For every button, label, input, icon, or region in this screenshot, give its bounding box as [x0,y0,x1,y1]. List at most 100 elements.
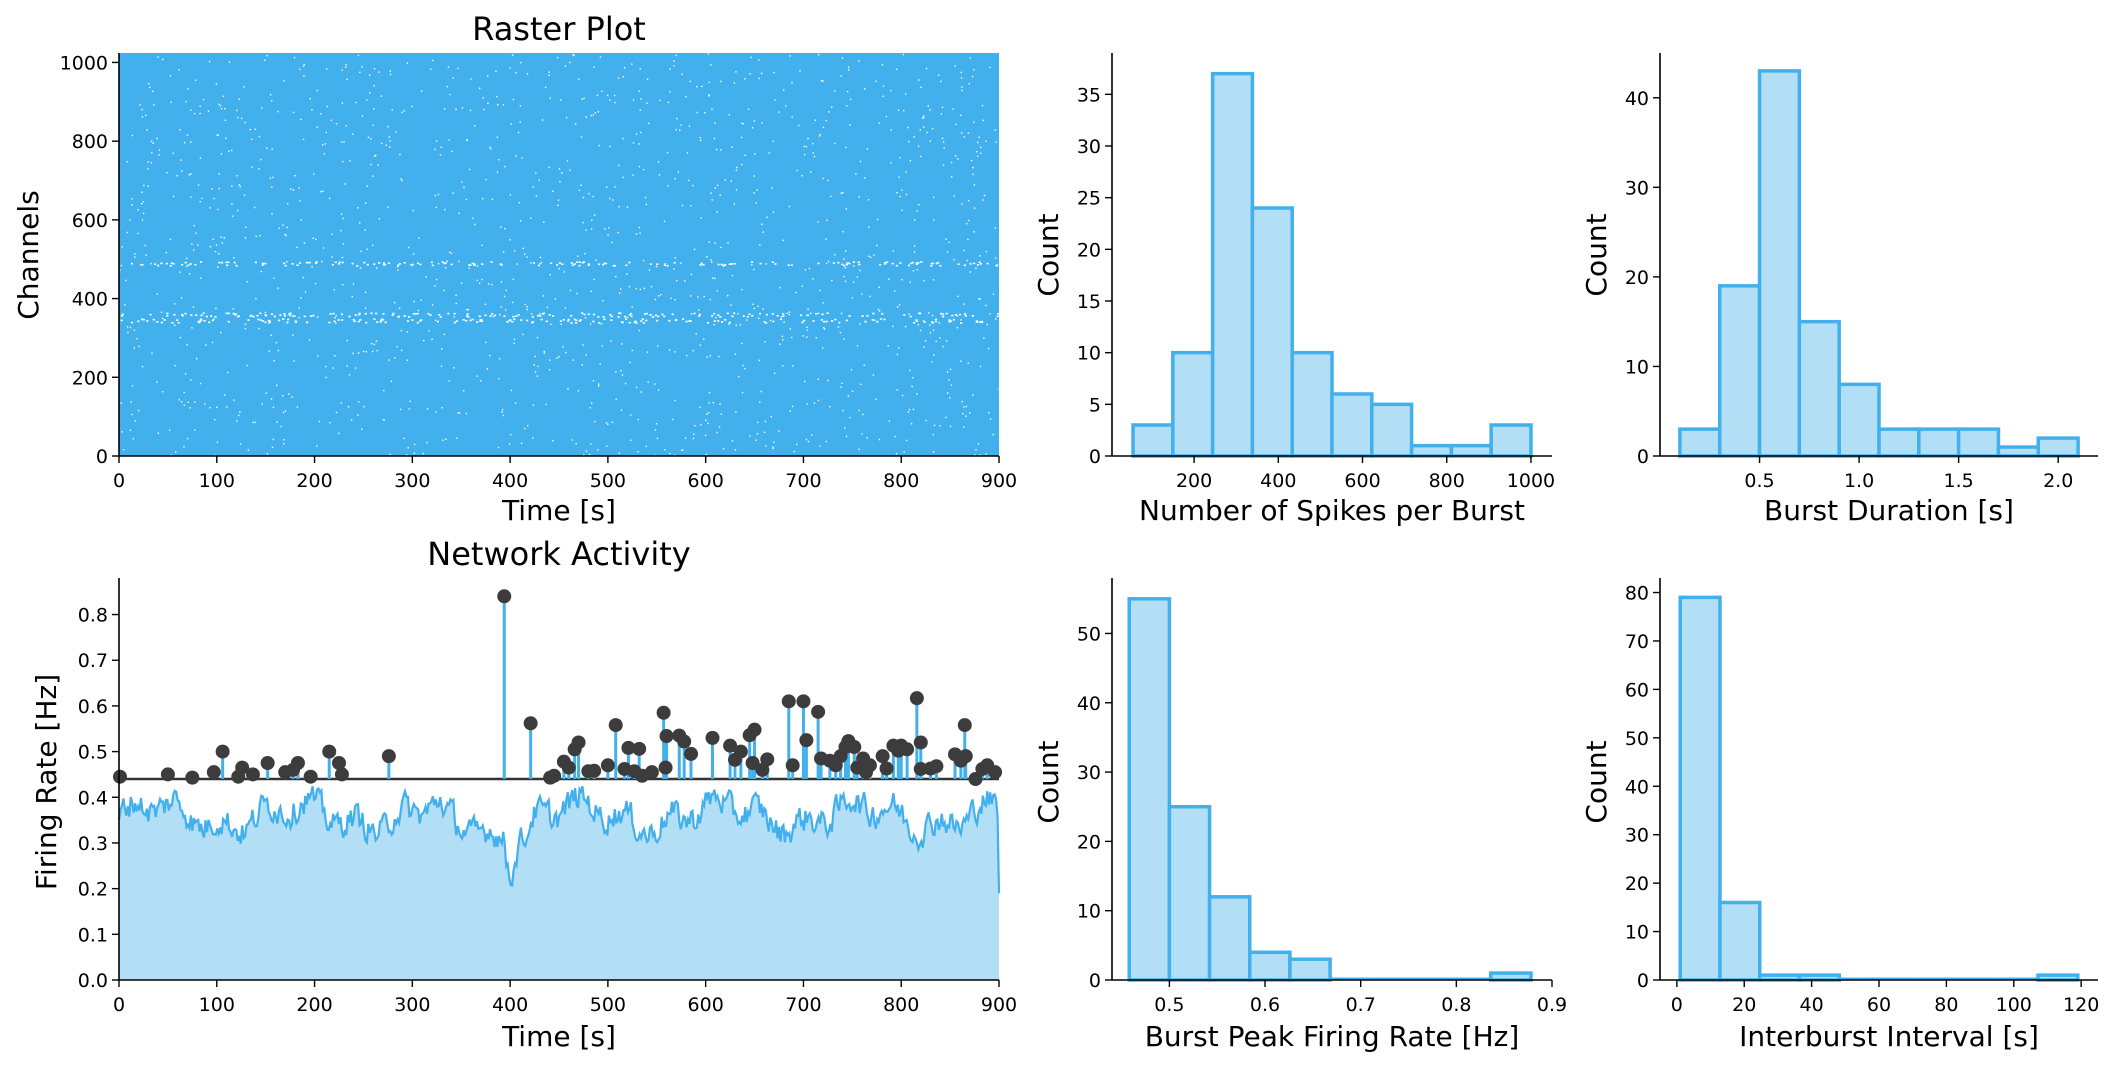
x-tick-label: 0.8 [1441,994,1471,1016]
raster-gap-mark [232,308,234,310]
raster-gap-mark [791,81,793,84]
raster-gap-mark [183,391,185,394]
raster-gap-mark [465,412,468,415]
raster-gap-mark [440,365,443,367]
raster-gap-mark [395,131,397,133]
raster-gap-mark [532,262,535,264]
raster-gap-mark [985,250,988,253]
raster-gap-mark [607,234,609,236]
raster-gap-mark [911,385,913,388]
raster-gap-mark [618,452,621,455]
raster-gap-mark [438,314,441,316]
raster-gap-mark [831,106,833,108]
raster-gap-mark [863,364,865,367]
raster-gap-mark [283,314,287,317]
raster-gap-mark [134,253,136,255]
y-tick-label: 0 [1089,446,1101,468]
raster-gap-mark [614,186,616,188]
raster-gap-mark [667,101,670,104]
raster-gap-mark [387,262,391,265]
raster-gap-mark [642,259,645,262]
network-activity-y-axis-label: Firing Rate [Hz] [30,674,63,890]
raster-gap-mark [247,449,250,451]
raster-gap-mark [737,313,739,315]
burst-peak-marker [587,763,602,778]
raster-gap-mark [194,401,196,403]
raster-gap-mark [320,113,322,115]
raster-gap-mark [552,190,554,192]
raster-gap-mark [341,256,344,259]
raster-gap-mark [134,420,137,422]
raster-gap-mark [975,321,978,323]
raster-gap-mark [170,262,173,264]
raster-gap-mark [137,209,139,211]
raster-gap-mark [485,341,487,344]
raster-gap-mark [190,141,192,143]
raster-gap-mark [762,308,764,310]
raster-gap-mark [406,62,409,64]
burst-peak-marker [185,770,200,785]
raster-gap-mark [822,126,825,129]
raster-gap-mark [845,435,848,437]
raster-gap-mark [801,175,803,177]
raster-gap-mark [376,267,378,269]
raster-gap-mark [745,319,748,321]
histogram-bar [1489,971,1533,982]
raster-gap-mark [541,119,544,121]
raster-gap-mark [628,261,631,264]
raster-gap-mark [318,420,321,423]
raster-gap-mark [789,55,791,57]
raster-gap-mark [731,274,734,277]
raster-gap-mark [703,338,705,340]
raster-gap-mark [513,338,516,341]
raster-gap-mark [592,313,596,316]
raster-gap-mark [668,319,671,322]
raster-gap-mark [672,418,674,421]
raster-gap-mark [728,263,731,265]
raster-gap-mark [925,67,928,70]
raster-gap-mark [961,203,963,205]
raster-gap-mark [354,314,357,316]
raster-gap-mark [562,346,564,348]
raster-gap-mark [776,314,779,317]
raster-gap-mark [261,403,263,405]
raster-gap-mark [753,120,756,122]
raster-gap-mark [843,258,845,260]
raster-gap-mark [340,402,343,404]
raster-gap-mark [293,360,295,362]
raster-gap-mark [945,340,948,342]
raster-gap-mark [580,136,583,138]
raster-gap-mark [534,355,536,358]
y-tick-label: 25 [1077,188,1101,210]
raster-gap-mark [979,263,983,265]
raster-gap-mark [728,321,731,324]
burst-peak-marker [632,741,647,756]
raster-gap-mark [604,228,606,230]
raster-gap-mark [948,321,951,323]
raster-gap-mark [930,264,933,267]
y-tick-label: 10 [1625,922,1649,944]
raster-gap-mark [760,390,762,393]
burst-peak-rate-y-axis-label: Count [1032,740,1065,823]
raster-gap-mark [342,217,344,220]
raster-gap-mark [736,166,738,169]
x-tick-label: 900 [981,470,1017,492]
raster-gap-mark [347,406,350,408]
raster-gap-mark [496,136,499,138]
raster-gap-mark [939,264,942,267]
raster-gap-mark [897,109,900,111]
raster-gap-mark [341,102,344,104]
raster-gap-mark [233,257,235,259]
raster-gap-mark [908,313,910,315]
raster-gap-mark [956,315,959,317]
raster-gap-mark [582,261,586,263]
raster-gap-mark [955,123,957,126]
burst-peak-marker [900,742,915,757]
raster-gap-mark [498,158,500,161]
raster-gap-mark [575,321,578,324]
raster-gap-mark [466,308,468,311]
raster-gap-mark [711,108,713,110]
raster-gap-mark [762,231,764,233]
raster-gap-mark [753,192,755,194]
raster-gap-mark [946,392,949,394]
